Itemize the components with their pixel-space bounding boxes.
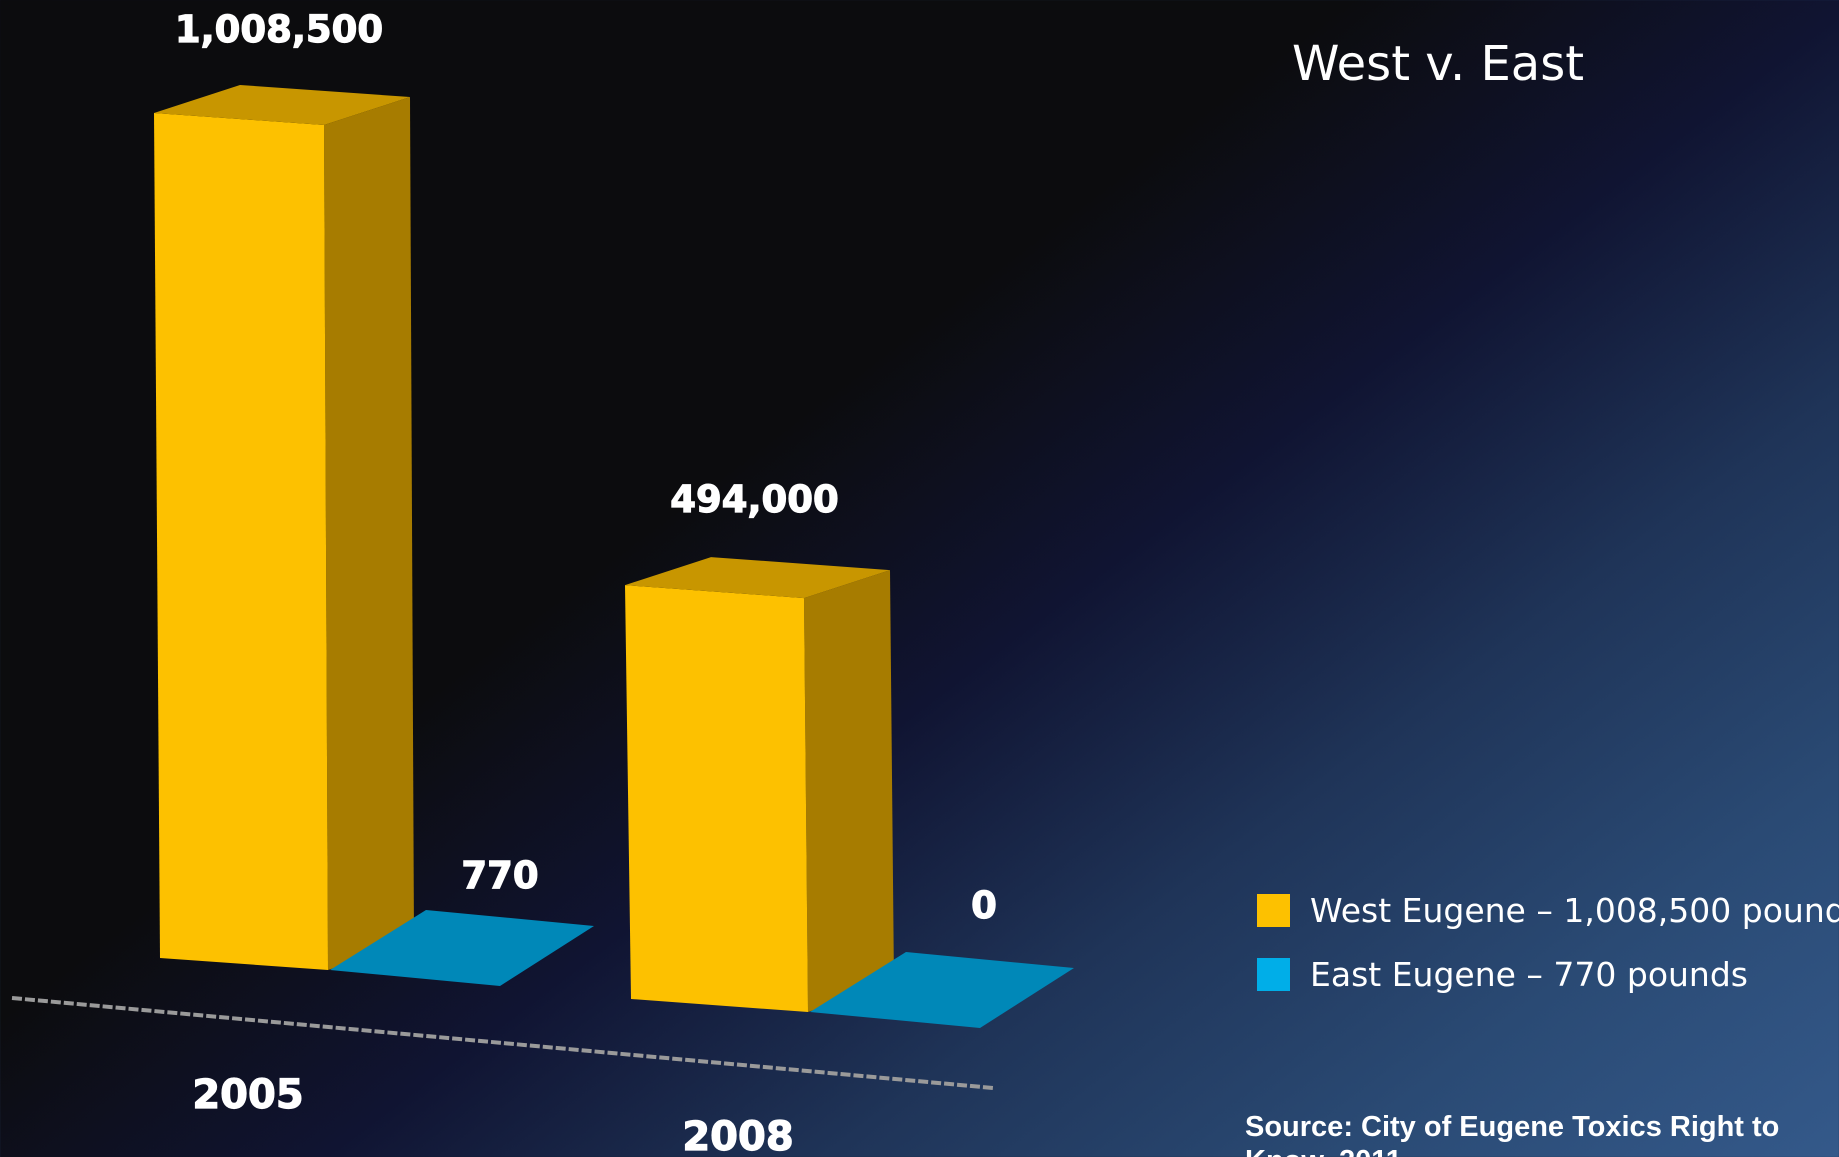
x-tick-label-2008: 2008 [682, 1114, 793, 1157]
data-label-west-2005: 1,008,500 [175, 8, 383, 51]
x-tick-label-2005: 2005 [192, 1072, 303, 1118]
bar-west-top-2005 [154, 85, 410, 125]
bar-east-2005 [330, 910, 594, 986]
legend-item-west: West Eugene – 1,008,500 pounds [1257, 878, 1839, 942]
bar-west-2008 [625, 585, 808, 1012]
bar-west-side-2005 [324, 97, 414, 970]
data-label-west-2008: 494,000 [670, 478, 839, 521]
data-label-east-2005: 770 [461, 854, 538, 897]
legend-swatch-west [1257, 893, 1290, 927]
x-axis-line [11, 996, 994, 1090]
bar-west-side-2008 [804, 570, 894, 1012]
source-note: Source: City of Eugene Toxics Right to K… [1245, 1111, 1780, 1157]
bar-west-top-2008 [625, 557, 890, 599]
bar-west-2005 [154, 113, 328, 970]
legend-label-east: East Eugene – 770 pounds [1310, 954, 1748, 994]
legend-swatch-east [1257, 957, 1290, 991]
data-label-east-2008: 0 [971, 884, 997, 927]
legend-label-west: West Eugene – 1,008,500 pounds [1310, 890, 1839, 930]
chart-title: West v. East [1292, 36, 1585, 92]
bar-east-2008 [810, 952, 1074, 1028]
legend-item-east: East Eugene – 770 pounds [1257, 942, 1839, 1006]
legend: West Eugene – 1,008,500 pounds East Euge… [1257, 878, 1839, 1006]
